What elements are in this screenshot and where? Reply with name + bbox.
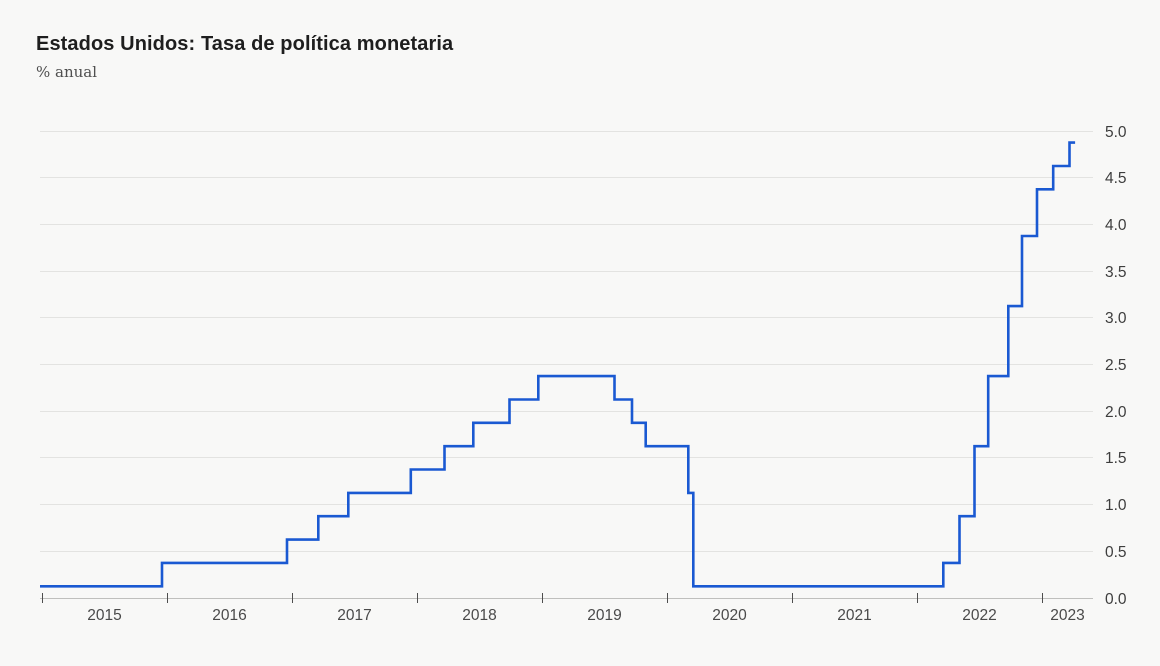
y-axis-tick-label: 1.5: [1105, 450, 1127, 467]
x-axis-year-label: 2016: [212, 607, 246, 624]
chart-header: Estados Unidos: Tasa de política monetar…: [36, 33, 453, 81]
y-axis-tick-label: 0.0: [1105, 591, 1127, 608]
y-axis-tick-label: 3.5: [1105, 264, 1127, 281]
policy-rate-step-line: [40, 141, 1076, 588]
x-axis-year-label: 2015: [87, 607, 121, 624]
x-axis-year-label: 2023: [1050, 607, 1084, 624]
chart-subtitle-unit: % anual: [36, 63, 98, 81]
y-axis-tick-label: 2.0: [1105, 404, 1127, 421]
chart-title: Estados Unidos: Tasa de política monetar…: [36, 33, 454, 55]
x-axis-year-label: 2022: [962, 607, 996, 624]
y-axis-tick-label: 5.0: [1105, 124, 1127, 141]
y-axis-tick-label: 1.0: [1105, 497, 1127, 514]
x-axis-year-label: 2018: [462, 607, 496, 624]
y-axis-tick-label: 2.5: [1105, 357, 1127, 374]
x-axis-year-label: 2017: [337, 607, 371, 624]
x-axis-year-label: 2020: [712, 607, 747, 624]
x-axis-year-label: 2021: [837, 607, 871, 624]
y-axis-tick-label: 0.5: [1105, 544, 1127, 561]
x-axis-year-label: 2019: [587, 607, 621, 624]
y-axis-tick-label: 4.0: [1105, 217, 1127, 234]
y-axis-tick-label: 3.0: [1105, 310, 1127, 327]
y-axis-tick-label: 4.5: [1105, 170, 1127, 187]
